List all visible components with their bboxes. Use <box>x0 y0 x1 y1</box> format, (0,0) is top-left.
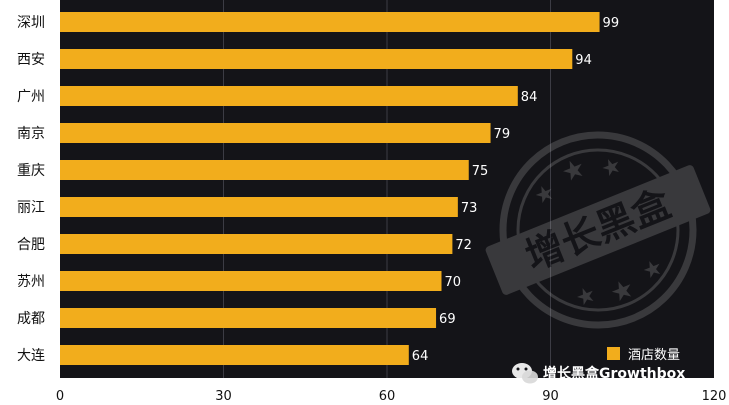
category-label: 南京 <box>17 126 45 142</box>
bar <box>60 234 453 254</box>
bar <box>60 49 573 69</box>
value-labels: 99 94 84 79 75 73 72 70 69 64 <box>412 16 619 364</box>
value-label: 79 <box>494 127 511 142</box>
x-tick-label: 90 <box>542 389 559 404</box>
x-tick-label: 0 <box>56 389 64 404</box>
x-tick-label: 120 <box>702 389 727 404</box>
category-label: 合肥 <box>17 237 45 253</box>
category-label: 大连 <box>17 348 45 364</box>
category-label: 成都 <box>17 311 45 327</box>
x-tick-label: 30 <box>215 389 232 404</box>
category-label: 丽江 <box>17 200 45 216</box>
value-label: 75 <box>472 164 489 179</box>
wechat-icon <box>512 363 538 384</box>
bar <box>60 197 458 217</box>
value-label: 99 <box>603 16 620 31</box>
category-label: 深圳 <box>17 15 45 31</box>
bar <box>60 271 442 291</box>
bar <box>60 308 437 328</box>
bars <box>60 12 600 365</box>
bar <box>60 86 518 106</box>
value-label: 73 <box>461 201 478 216</box>
bar <box>60 123 491 143</box>
value-label: 72 <box>455 238 472 253</box>
x-axis-ticks: 0 30 60 90 120 <box>56 389 727 404</box>
value-label: 70 <box>445 275 462 290</box>
value-label: 69 <box>439 312 456 327</box>
value-label: 64 <box>412 349 429 364</box>
x-tick-label: 60 <box>379 389 396 404</box>
value-label: 94 <box>575 53 592 68</box>
value-label: 84 <box>521 90 538 105</box>
bar <box>60 12 600 32</box>
category-label: 重庆 <box>17 163 45 179</box>
brand-text: 增长黑盒Growthbox <box>543 365 685 382</box>
bar <box>60 345 409 365</box>
brand-watermark: 增长黑盒Growthbox <box>512 363 685 384</box>
category-label: 苏州 <box>17 274 45 290</box>
bar <box>60 160 469 180</box>
category-label: 广州 <box>17 89 45 105</box>
legend-swatch <box>607 347 620 360</box>
legend: 酒店数量 <box>607 347 680 363</box>
category-label: 西安 <box>17 52 45 68</box>
legend-label: 酒店数量 <box>628 348 680 363</box>
